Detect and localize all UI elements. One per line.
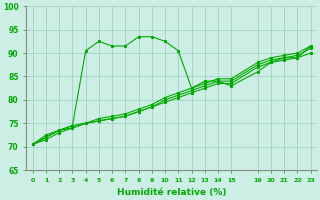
- X-axis label: Humidité relative (%): Humidité relative (%): [117, 188, 227, 197]
